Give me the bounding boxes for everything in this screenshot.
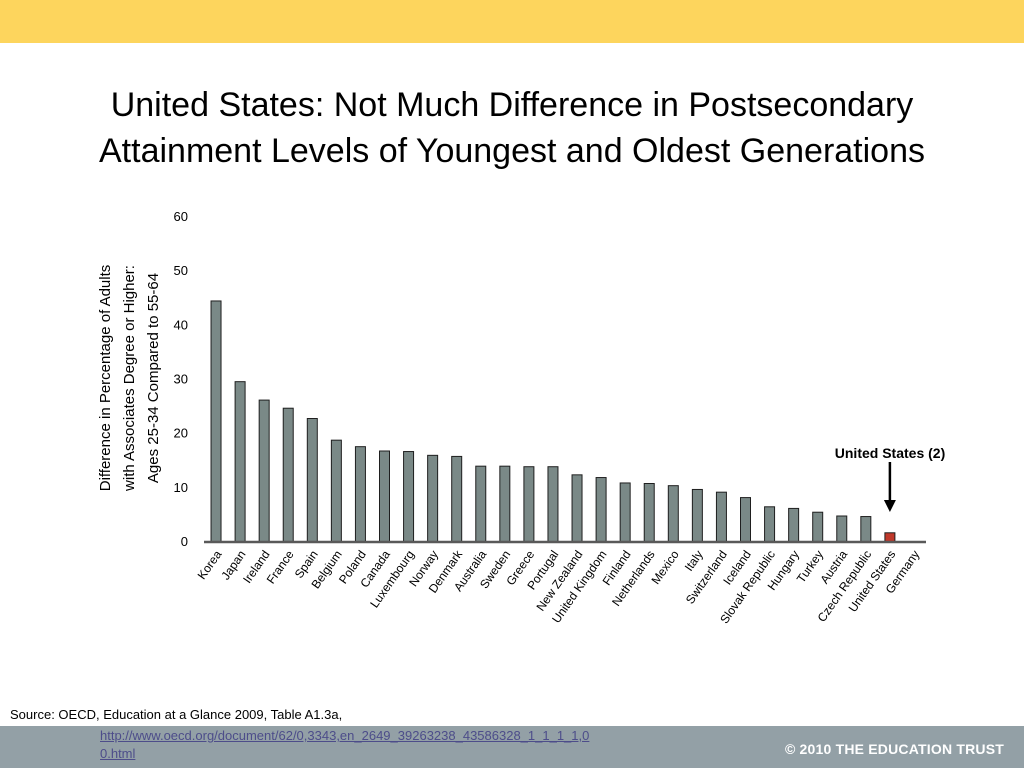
bar-switzerland	[715, 491, 727, 543]
source-citation: Source: OECD, Education at a Glance 2009…	[10, 707, 343, 722]
bar-australia	[475, 465, 487, 543]
bar-finland	[619, 482, 631, 543]
bar-japan	[234, 381, 246, 543]
annotation-arrow-head	[883, 500, 896, 512]
y-axis-title-line: with Associates Degree or Higher:	[121, 265, 138, 492]
bar-belgium	[330, 439, 342, 543]
y-tick-label: 20	[174, 426, 188, 441]
page-title: United States: Not Much Difference in Po…	[40, 82, 984, 174]
bar-denmark	[451, 455, 463, 543]
bar-sweden	[499, 465, 511, 543]
source-link[interactable]: http://www.oecd.org/document/62/0,3343,e…	[100, 728, 590, 761]
bar-canada	[379, 450, 390, 543]
bar-korea	[210, 300, 222, 543]
title-line-1: United States: Not Much Difference in Po…	[110, 86, 914, 124]
y-axis-title-line: Ages 25-34 Compared to 55-64	[145, 273, 162, 483]
top-accent-band	[0, 0, 1024, 43]
y-tick-label: 50	[174, 263, 188, 278]
bar-austria	[836, 515, 848, 543]
bar-united-kingdom	[595, 477, 607, 543]
annotation-label: United States (2)	[835, 445, 945, 461]
title-line-2: Attainment Levels of Youngest and Oldest…	[99, 132, 925, 170]
y-tick-label: 40	[174, 317, 188, 332]
bar-poland	[354, 446, 366, 543]
bar-chart: 0 10 20 30 40 50 60 Difference in Percentage of…	[97, 209, 945, 626]
bar-czech-republic	[860, 516, 872, 543]
y-tick-label: 10	[174, 480, 188, 495]
bar-spain	[306, 418, 318, 543]
bar-italy	[691, 488, 703, 543]
bar-new-zealand	[571, 474, 583, 543]
bar-slovak-republic	[764, 506, 776, 543]
bar-luxembourg	[403, 451, 415, 543]
y-tick-label: 60	[174, 209, 188, 224]
y-axis-title-line: Difference in Percentage of Adults	[97, 265, 114, 492]
y-tick-label: 30	[174, 372, 188, 387]
copyright-notice: © 2010 THE EDUCATION TRUST	[784, 741, 1004, 757]
bar-portugal	[547, 466, 559, 543]
bar-highlight-united-states	[884, 532, 896, 543]
bar-norway	[427, 454, 439, 543]
bar-ireland	[258, 399, 270, 543]
bar-netherlands	[643, 483, 655, 543]
bar-france	[282, 407, 294, 543]
bar-iceland	[740, 497, 751, 543]
bar-turkey	[812, 511, 824, 543]
y-tick-label: 0	[181, 534, 188, 549]
bar-hungary	[788, 507, 800, 543]
bottom-footer-band	[0, 726, 1024, 768]
bar-mexico	[667, 485, 679, 543]
bar-greece	[523, 466, 535, 543]
